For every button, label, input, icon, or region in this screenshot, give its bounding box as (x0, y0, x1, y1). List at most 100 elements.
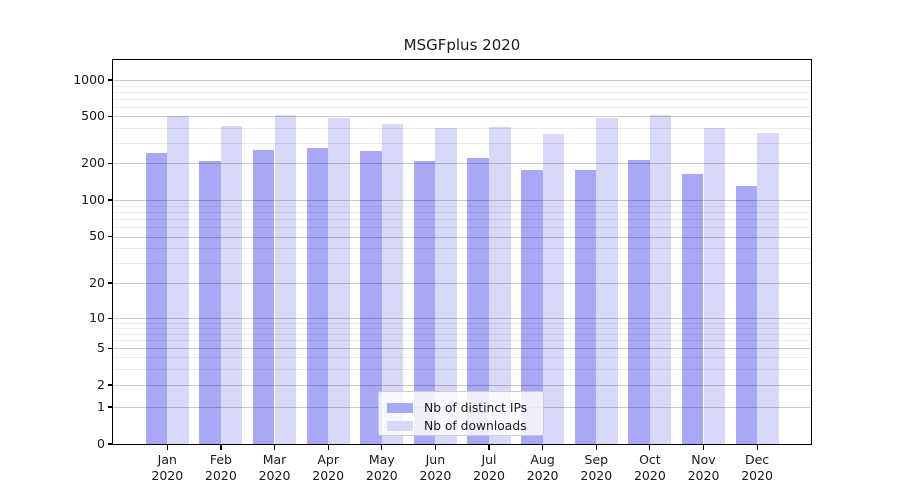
x-tick-label-year: 2020 (473, 467, 505, 483)
x-tick-label-month: Mar (262, 452, 287, 467)
x-tick-label-month: Feb (209, 452, 232, 467)
y-tick-label-1: 1 (97, 398, 105, 414)
bar-downloads-feb (220, 125, 243, 444)
y-tick-50 (108, 236, 113, 238)
x-tick-may (381, 445, 383, 450)
x-tick-sep (595, 445, 597, 450)
y-tick-2 (108, 384, 113, 386)
y-tick-200 (108, 162, 113, 165)
x-tick-label-year: 2020 (151, 467, 184, 483)
y-tick-10 (108, 317, 113, 319)
x-tick-label-month: Oct (639, 452, 661, 467)
x-tick-label-month: May (368, 452, 395, 467)
minor-gridline-400 (113, 127, 811, 129)
bar-downloads-dec (757, 132, 779, 444)
y-tick-label-0: 0 (97, 435, 105, 451)
x-tick-label-may: May 2020 (351, 452, 413, 483)
gridline-200 (113, 163, 811, 165)
x-tick-label-year: 2020 (419, 467, 452, 483)
bar-downloads-mar (274, 114, 297, 444)
legend: Nb of distinct IPs Nb of downloads (378, 391, 544, 436)
x-tick-label-jan: Jan 2020 (136, 452, 198, 483)
x-tick-label-month: Apr (317, 452, 339, 467)
y-tick-20 (108, 282, 113, 284)
x-tick-feb (220, 445, 222, 450)
gridline-5 (113, 348, 811, 350)
x-tick-jun (434, 445, 437, 450)
x-tick-nov (702, 445, 705, 450)
minor-gridline-90 (113, 205, 811, 207)
x-tick-jan (166, 445, 168, 450)
minor-gridline-80 (113, 211, 811, 213)
x-tick-label-jun: Jun 2020 (404, 452, 466, 483)
y-tick-label-100: 100 (81, 191, 105, 207)
legend-label-distinct-ips: Nb of distinct IPs (424, 401, 528, 415)
bar-distinct-ips-nov (681, 173, 704, 444)
x-tick-label-month: Sep (584, 452, 609, 467)
legend-swatch-distinct-ips (387, 403, 413, 413)
bar-downloads-may (381, 124, 404, 444)
x-tick-label-nov: Nov 2020 (673, 452, 735, 483)
bar-distinct-ips-may (360, 150, 382, 444)
bar-distinct-ips-feb (199, 160, 221, 444)
y-tick-0 (108, 443, 113, 445)
minor-gridline-60 (113, 227, 811, 228)
x-tick-label-month: Nov (691, 452, 716, 467)
y-tick-label-200: 200 (81, 154, 105, 170)
gridline-50 (113, 236, 811, 238)
y-tick-label-2: 2 (97, 376, 105, 392)
bar-distinct-ips-aug (521, 169, 543, 444)
y-tick-label-50: 50 (89, 228, 105, 244)
y-tick-label-20: 20 (89, 274, 105, 290)
x-tick-label-aug: Aug 2020 (512, 452, 574, 483)
gridline-2 (113, 385, 811, 386)
bar-downloads-aug (542, 133, 565, 444)
x-tick-label-month: Jan (157, 452, 177, 467)
bar-distinct-ips-jun (413, 161, 436, 444)
x-tick-label-month: Jun (425, 452, 446, 467)
x-tick-label-month: Jul (481, 452, 497, 467)
bar-distinct-ips-oct (628, 159, 650, 444)
minor-gridline-30 (113, 262, 811, 264)
gridline-1000 (113, 80, 811, 81)
y-tick-1000 (108, 79, 113, 81)
x-tick-label-sep: Sep 2020 (565, 452, 627, 483)
x-tick-label-year: 2020 (741, 467, 773, 483)
y-tick-label-500: 500 (81, 107, 105, 123)
chart-title: MSGFplus 2020 (403, 36, 521, 54)
x-tick-mar (273, 445, 276, 450)
x-tick-label-month: Aug (530, 452, 555, 467)
minor-gridline-8 (113, 328, 811, 329)
bar-distinct-ips-jan (145, 153, 168, 444)
y-tick-label-1000: 1000 (73, 71, 105, 87)
minor-gridline-6 (113, 340, 811, 342)
y-tick-1 (108, 406, 113, 408)
x-tick-dec (756, 445, 758, 450)
legend-swatch-downloads (387, 421, 413, 431)
bar-downloads-jul (489, 126, 511, 444)
x-tick-label-jul: Jul 2020 (458, 452, 520, 483)
bar-distinct-ips-apr (306, 147, 329, 444)
x-tick-aug (542, 445, 544, 450)
bar-downloads-nov (703, 128, 726, 444)
bar-downloads-oct (649, 114, 672, 444)
gridline-10 (113, 318, 811, 320)
minor-gridline-900 (113, 85, 811, 87)
x-tick-label-month: Dec (744, 452, 770, 467)
x-tick-apr (327, 445, 329, 450)
x-tick-label-oct: Oct 2020 (619, 452, 681, 483)
bar-distinct-ips-mar (252, 149, 275, 444)
x-tick-oct (649, 445, 651, 450)
bar-downloads-sep (596, 118, 618, 444)
y-tick-label-5: 5 (97, 339, 105, 355)
x-tick-label-year: 2020 (312, 467, 345, 483)
minor-gridline-70 (113, 218, 811, 220)
minor-gridline-600 (113, 106, 811, 108)
minor-gridline-700 (113, 98, 811, 100)
minor-gridline-800 (113, 91, 811, 93)
x-tick-label-apr: Apr 2020 (297, 452, 359, 483)
bar-downloads-apr (328, 118, 350, 444)
x-tick-label-year: 2020 (258, 467, 291, 483)
x-tick-jul (488, 445, 490, 450)
